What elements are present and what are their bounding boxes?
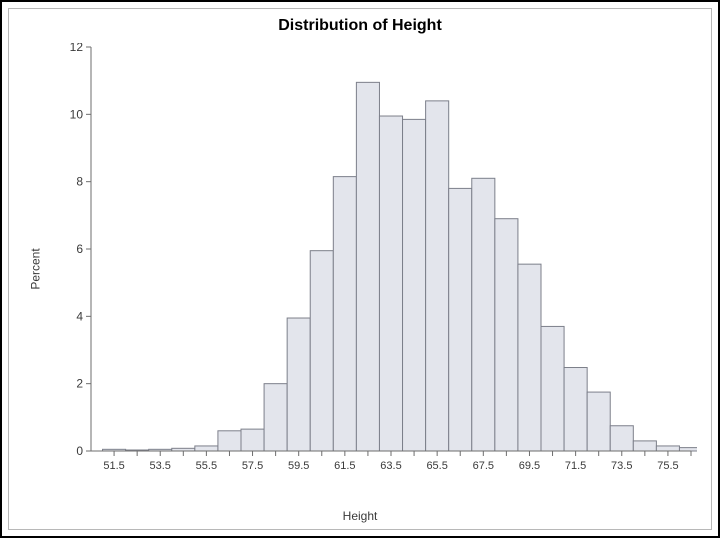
histogram-bar: [541, 326, 564, 451]
y-tick-label: 8: [76, 175, 83, 189]
y-tick-label: 10: [70, 107, 84, 121]
histogram-bar: [264, 384, 287, 451]
x-tick-label: 75.5: [657, 460, 678, 472]
histogram-bar: [333, 177, 356, 451]
x-axis-label: Height: [9, 509, 711, 523]
x-tick-label: 65.5: [426, 460, 447, 472]
y-tick-label: 12: [70, 43, 84, 54]
histogram-bar: [449, 188, 472, 451]
histogram-bar: [310, 251, 333, 451]
histogram-bar: [472, 178, 495, 451]
x-tick-label: 71.5: [565, 460, 586, 472]
histogram-bar: [633, 441, 656, 451]
x-tick-label: 57.5: [242, 460, 263, 472]
histogram-bar: [656, 446, 679, 451]
x-tick-label: 61.5: [334, 460, 355, 472]
y-tick-label: 2: [76, 377, 83, 391]
histogram-bar: [495, 219, 518, 451]
chart-frame: Distribution of Height Percent Height 0 2…: [8, 8, 712, 530]
x-tick-label: 55.5: [196, 460, 217, 472]
histogram-bar: [610, 426, 633, 451]
outer-frame: Distribution of Height Percent Height 0 2…: [0, 0, 720, 538]
x-tick-label: 69.5: [519, 460, 540, 472]
histogram-svg: 0 2 4 6 8 10 12 51.5 53.5 55.5 57.5 59.5 61.5 63.5 65.…: [63, 43, 697, 479]
histogram-bar: [403, 119, 426, 451]
y-tick-label: 6: [76, 242, 83, 256]
histogram-bar: [195, 446, 218, 451]
x-tick-label: 67.5: [473, 460, 494, 472]
histogram-bar: [241, 429, 264, 451]
chart-title: Distribution of Height: [9, 17, 711, 35]
histogram-bar: [679, 448, 697, 451]
x-tick-label: 63.5: [380, 460, 401, 472]
histogram-bar: [587, 392, 610, 451]
y-axis-label: Percent: [29, 248, 43, 289]
histogram-bar: [426, 101, 449, 451]
histogram-bar: [379, 116, 402, 451]
y-tick-label: 4: [76, 309, 83, 323]
x-tick-label: 73.5: [611, 460, 632, 472]
histogram-bar: [564, 368, 587, 451]
histogram-bar: [218, 431, 241, 451]
histogram-bar: [518, 264, 541, 451]
histogram-bar: [356, 82, 379, 451]
y-tick-label: 0: [76, 444, 83, 458]
x-tick-label: 53.5: [150, 460, 171, 472]
x-tick-label: 59.5: [288, 460, 309, 472]
plot-area: 0 2 4 6 8 10 12 51.5 53.5 55.5 57.5 59.5 61.5 63.5 65.…: [63, 43, 697, 479]
x-tick-label: 51.5: [103, 460, 124, 472]
histogram-bar: [287, 318, 310, 451]
